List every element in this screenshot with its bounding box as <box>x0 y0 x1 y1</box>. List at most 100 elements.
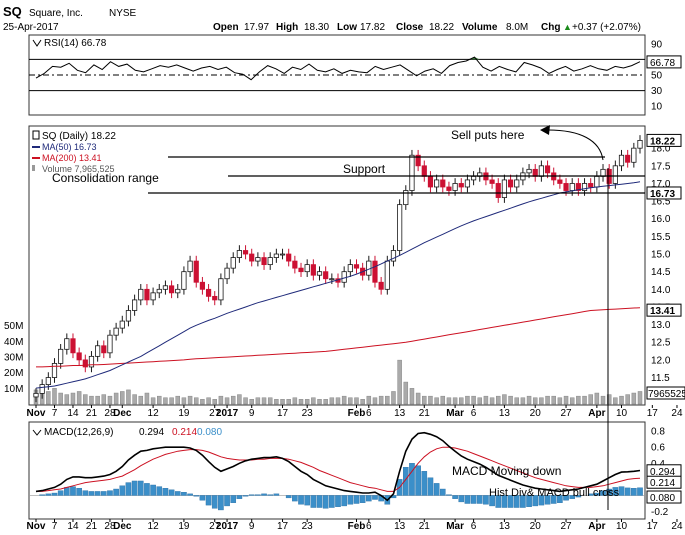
price-x-tick-label: 6 <box>366 408 372 419</box>
volume-bar <box>434 397 439 405</box>
candle-body <box>403 190 409 206</box>
macd-hist-bar <box>544 495 551 505</box>
candle-body <box>563 183 569 191</box>
candle-body <box>588 183 594 188</box>
price-x-tick-label: 7 <box>52 408 58 419</box>
rsi-legend: RSI(14) 66.78 <box>32 38 107 49</box>
volume-tick-label: 10M <box>4 384 23 395</box>
volume-bar <box>378 395 384 405</box>
macd-hist-bar <box>162 488 169 496</box>
candle-body <box>544 165 551 174</box>
macd-hist-bar <box>631 488 637 496</box>
rsi-group: 907050301066.78 <box>29 39 682 113</box>
macd-x-tick-label: 13 <box>499 521 511 532</box>
candle-body <box>421 165 427 177</box>
high-value: 18.30 <box>304 22 329 33</box>
macd-hist-bar <box>88 491 95 496</box>
candle-body <box>255 257 261 262</box>
candle-body <box>181 271 187 290</box>
volume-bar <box>526 395 532 405</box>
price-tick-label: 16.5 <box>651 197 671 208</box>
volume-legend-text: Volume 7,965,525 <box>42 164 115 174</box>
volume-bar <box>415 392 421 405</box>
candle-body <box>507 179 514 188</box>
macd-hist-bar <box>501 495 508 508</box>
macd-hist-bar <box>51 492 58 496</box>
price-x-tick-label: 27 <box>560 408 572 419</box>
candle-body <box>138 288 144 301</box>
macd-x-tick-label: 12 <box>148 521 160 532</box>
candle-body <box>45 377 51 385</box>
candle-body <box>82 359 88 368</box>
candle-body <box>224 267 230 280</box>
macd-hist-bar <box>298 495 304 505</box>
macd-hist-bar <box>211 495 218 509</box>
macd-hist-bar <box>513 495 520 508</box>
macd-hist-bar <box>563 495 569 501</box>
macd-tick-label: 0.8 <box>651 427 665 438</box>
candle-body <box>205 288 212 297</box>
macd-legend-label: MACD(12,26,9) <box>44 427 113 438</box>
exchange-label: NYSE <box>109 8 137 19</box>
candle-body <box>440 179 446 188</box>
price-flag-value: 18.22 <box>650 136 675 147</box>
volume-bar <box>354 397 359 405</box>
volume-bar <box>280 399 285 405</box>
volume-bar <box>440 395 446 405</box>
volume-bar <box>76 391 82 405</box>
macd-hist-bar <box>45 493 52 496</box>
macd-hist-bar <box>606 488 612 496</box>
candle-legend-icon <box>32 130 40 140</box>
macd-hist-bar <box>64 487 70 496</box>
volume-bar <box>144 392 150 405</box>
price-flag <box>646 186 682 200</box>
candle-body <box>329 278 335 281</box>
volume-bar <box>606 394 612 405</box>
price-x-tick-label: 17 <box>647 408 659 419</box>
price-x-tick-label: 21 <box>419 408 431 419</box>
candle-body <box>39 384 45 394</box>
candle-body <box>175 288 181 294</box>
price-x-tick-label: Dec <box>113 408 132 419</box>
volume-bar <box>157 395 162 405</box>
macd-hist-bar <box>439 488 446 496</box>
macd-hist-bar <box>205 495 212 506</box>
volume-bar <box>465 395 470 405</box>
macd-x-tick-label: 7 <box>52 521 58 532</box>
volume-bar <box>120 391 125 405</box>
volume-bar <box>107 395 113 405</box>
macd-flag <box>646 490 682 504</box>
macd-legend-icon <box>32 429 42 436</box>
macd-hist-bar <box>618 486 625 496</box>
macd-x-tick-label: 21 <box>419 521 431 532</box>
macd-x-tick-label: 23 <box>302 521 314 532</box>
macd-hist-bar <box>187 493 193 496</box>
candle-body <box>242 250 249 255</box>
volume-bar <box>329 397 335 405</box>
candle-body <box>378 281 384 290</box>
macd-hist-bar <box>168 489 175 496</box>
price-tick-label: 14.5 <box>651 267 671 278</box>
macd-x-tick-label: 6 <box>471 521 477 532</box>
volume-value: 8.0M <box>506 22 528 33</box>
candle-body <box>384 260 390 290</box>
macd-x-tick-label: Feb <box>348 521 366 532</box>
volume-bar <box>89 395 94 405</box>
macd-hist-bar <box>57 490 64 496</box>
candle-body <box>249 253 255 262</box>
open-value: 17.97 <box>244 22 269 33</box>
volume-bar <box>588 394 593 405</box>
volume-bar <box>46 391 51 405</box>
volume-bar <box>551 395 556 405</box>
price-tick-label: 11.5 <box>651 373 670 384</box>
macd-hist-bar <box>550 495 557 504</box>
candle-body <box>292 260 298 269</box>
ma200-line <box>36 307 641 368</box>
volume-bar <box>212 399 217 405</box>
candle-body <box>434 179 440 188</box>
volume-bar <box>187 395 193 405</box>
macd-hist-bar <box>587 493 594 496</box>
volume-bar <box>286 399 291 405</box>
volume-bar <box>52 388 57 405</box>
volume-bar <box>422 395 427 405</box>
